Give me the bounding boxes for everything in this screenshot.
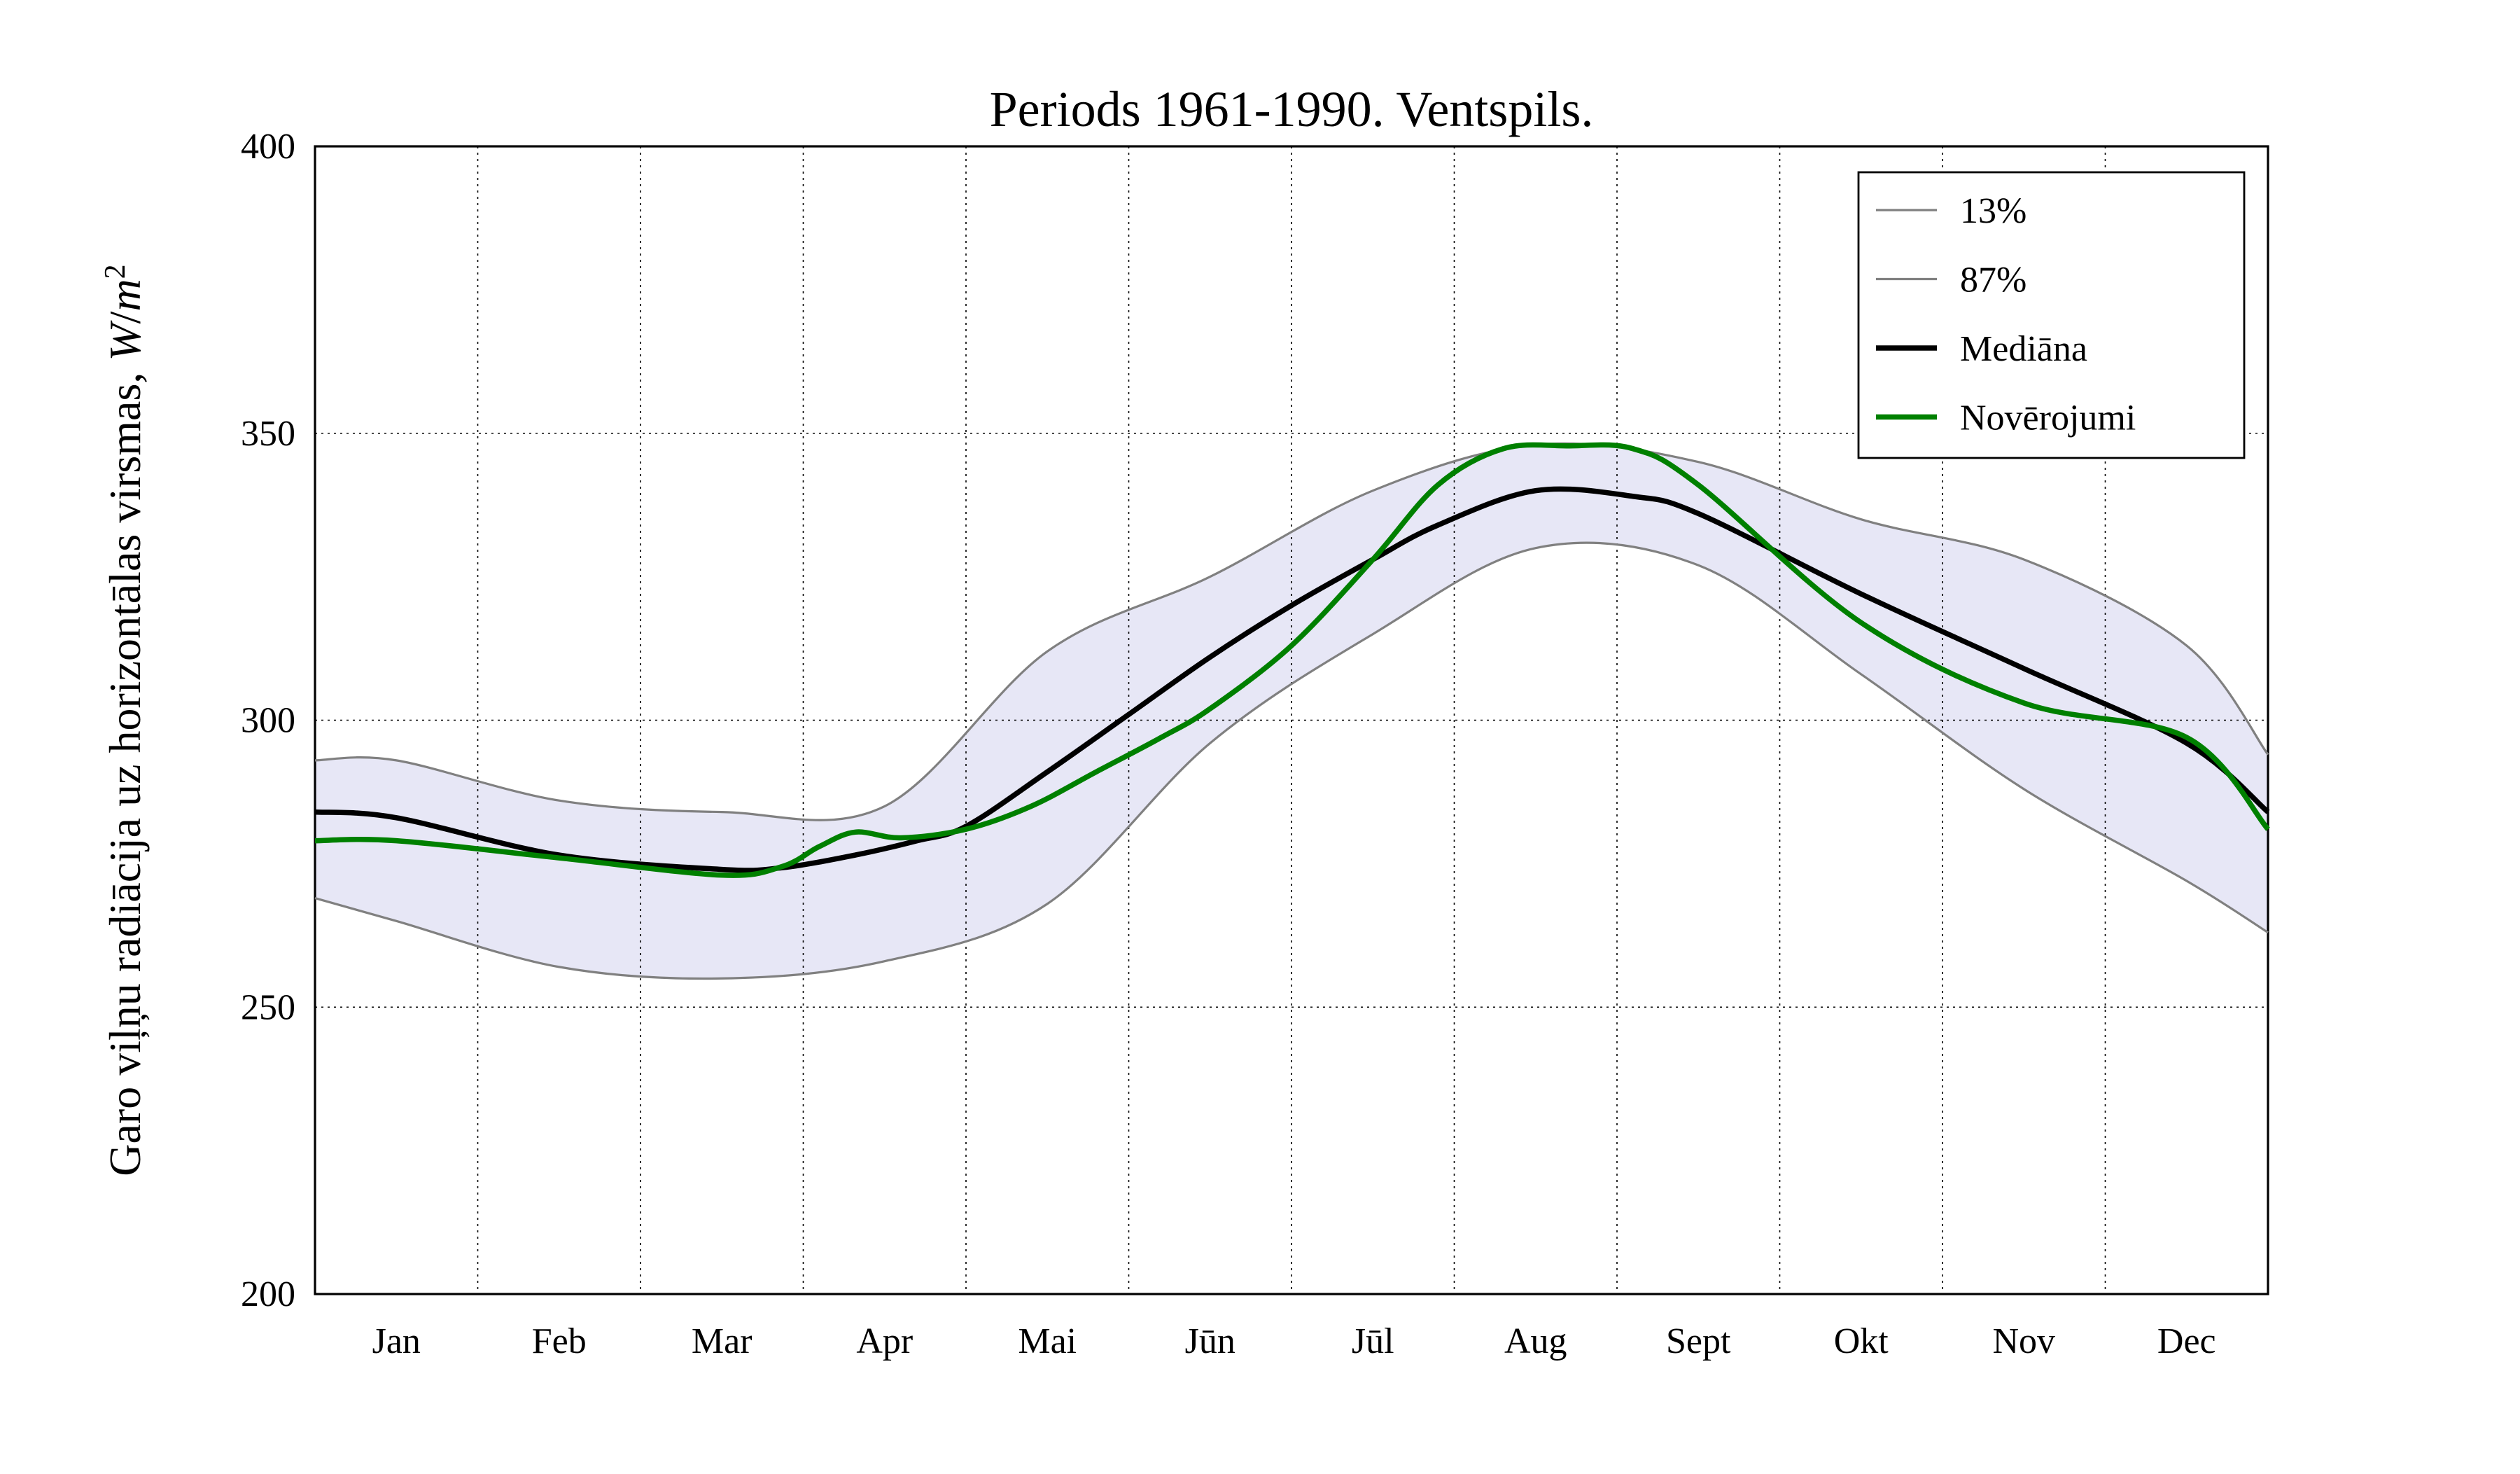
- svg-text:Dec: Dec: [2157, 1321, 2216, 1361]
- svg-text:Apr: Apr: [856, 1321, 913, 1361]
- svg-text:250: 250: [241, 987, 295, 1027]
- svg-text:Mediāna: Mediāna: [1960, 329, 2087, 369]
- svg-text:Okt: Okt: [1834, 1321, 1889, 1361]
- svg-text:Nov: Nov: [1992, 1321, 2055, 1361]
- svg-text:200: 200: [241, 1274, 295, 1314]
- svg-text:Aug: Aug: [1504, 1321, 1567, 1361]
- svg-text:300: 300: [241, 701, 295, 741]
- svg-text:Novērojumi: Novērojumi: [1960, 398, 2136, 438]
- svg-text:400: 400: [241, 127, 295, 167]
- svg-text:Feb: Feb: [532, 1321, 587, 1361]
- svg-text:Jan: Jan: [372, 1321, 421, 1361]
- svg-text:Periods 1961-1990. Ventspils.: Periods 1961-1990. Ventspils.: [990, 81, 1594, 137]
- svg-text:Mar: Mar: [692, 1321, 752, 1361]
- svg-text:Garo viļņu radiācija uz horizo: Garo viļņu radiācija uz horizontālas vir…: [99, 264, 150, 1176]
- svg-text:87%: 87%: [1960, 260, 2026, 300]
- svg-text:Jūl: Jūl: [1352, 1321, 1394, 1361]
- svg-text:13%: 13%: [1960, 191, 2026, 231]
- svg-text:350: 350: [241, 414, 295, 454]
- svg-text:Sept: Sept: [1666, 1321, 1731, 1361]
- svg-text:Mai: Mai: [1018, 1321, 1077, 1361]
- svg-text:Jūn: Jūn: [1185, 1321, 1236, 1361]
